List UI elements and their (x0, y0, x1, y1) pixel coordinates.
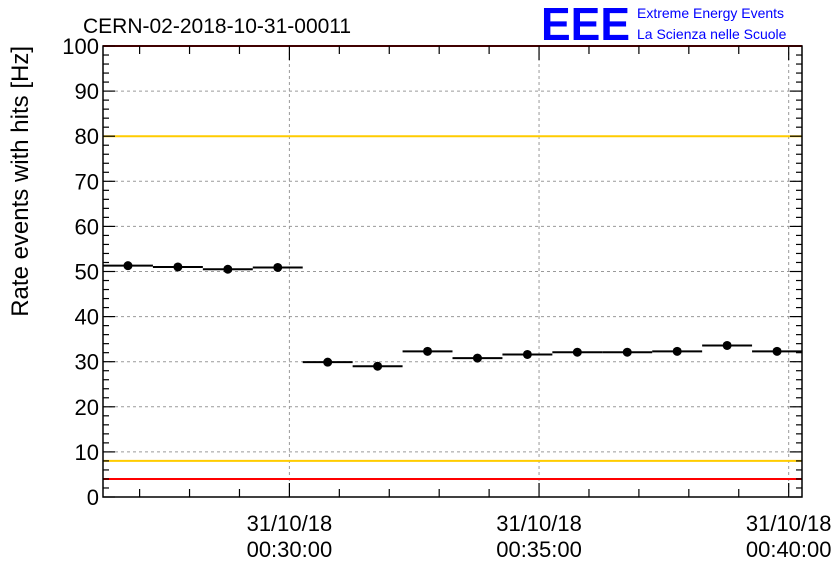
y-axis-label: Rate events with hits [Hz] (7, 46, 34, 317)
data-point (173, 262, 183, 272)
data-point (572, 347, 582, 357)
data-point (472, 353, 482, 363)
x-tick-label-time: 00:40:00 (746, 537, 832, 562)
data-point (123, 261, 133, 271)
y-tick-label: 100 (62, 34, 99, 59)
data-point (672, 346, 682, 356)
data-point (522, 349, 532, 359)
logo-line1: Extreme Energy Events (637, 5, 784, 21)
data-point (622, 347, 632, 357)
logo-mark: EEE (541, 0, 630, 50)
reference-lines (103, 45, 802, 480)
y-tick-label: 90 (75, 79, 99, 104)
y-tick-label: 30 (75, 350, 99, 375)
x-tick-label-time: 00:35:00 (496, 537, 582, 562)
data-point (772, 346, 782, 356)
data-point (273, 262, 283, 272)
logo: EEE Extreme Energy Events La Scienza nel… (541, 0, 787, 50)
data-point (373, 361, 383, 371)
y-tick-label: 20 (75, 395, 99, 420)
data-point (423, 346, 433, 356)
y-tick-label: 0 (87, 485, 99, 510)
grid (103, 46, 802, 497)
axes: 010203040506070809010031/10/1800:30:0031… (62, 34, 831, 562)
chart-title: CERN-02-2018-10-31-00011 (83, 15, 351, 38)
x-tick-label-date: 31/10/18 (496, 511, 582, 536)
y-tick-label: 40 (75, 305, 99, 330)
y-tick-label: 80 (75, 124, 99, 149)
x-tick-label-time: 00:30:00 (247, 537, 333, 562)
data-point (722, 340, 732, 350)
y-tick-label: 70 (75, 169, 99, 194)
data-series (103, 261, 802, 371)
y-tick-label: 60 (75, 214, 99, 239)
y-tick-label: 10 (75, 440, 99, 465)
logo-line2: La Scienza nelle Scuole (637, 26, 787, 42)
x-tick-label-date: 31/10/18 (247, 511, 333, 536)
data-point (323, 357, 333, 367)
data-point (223, 264, 233, 274)
x-tick-label-date: 31/10/18 (746, 511, 832, 536)
y-tick-label: 50 (75, 260, 99, 285)
